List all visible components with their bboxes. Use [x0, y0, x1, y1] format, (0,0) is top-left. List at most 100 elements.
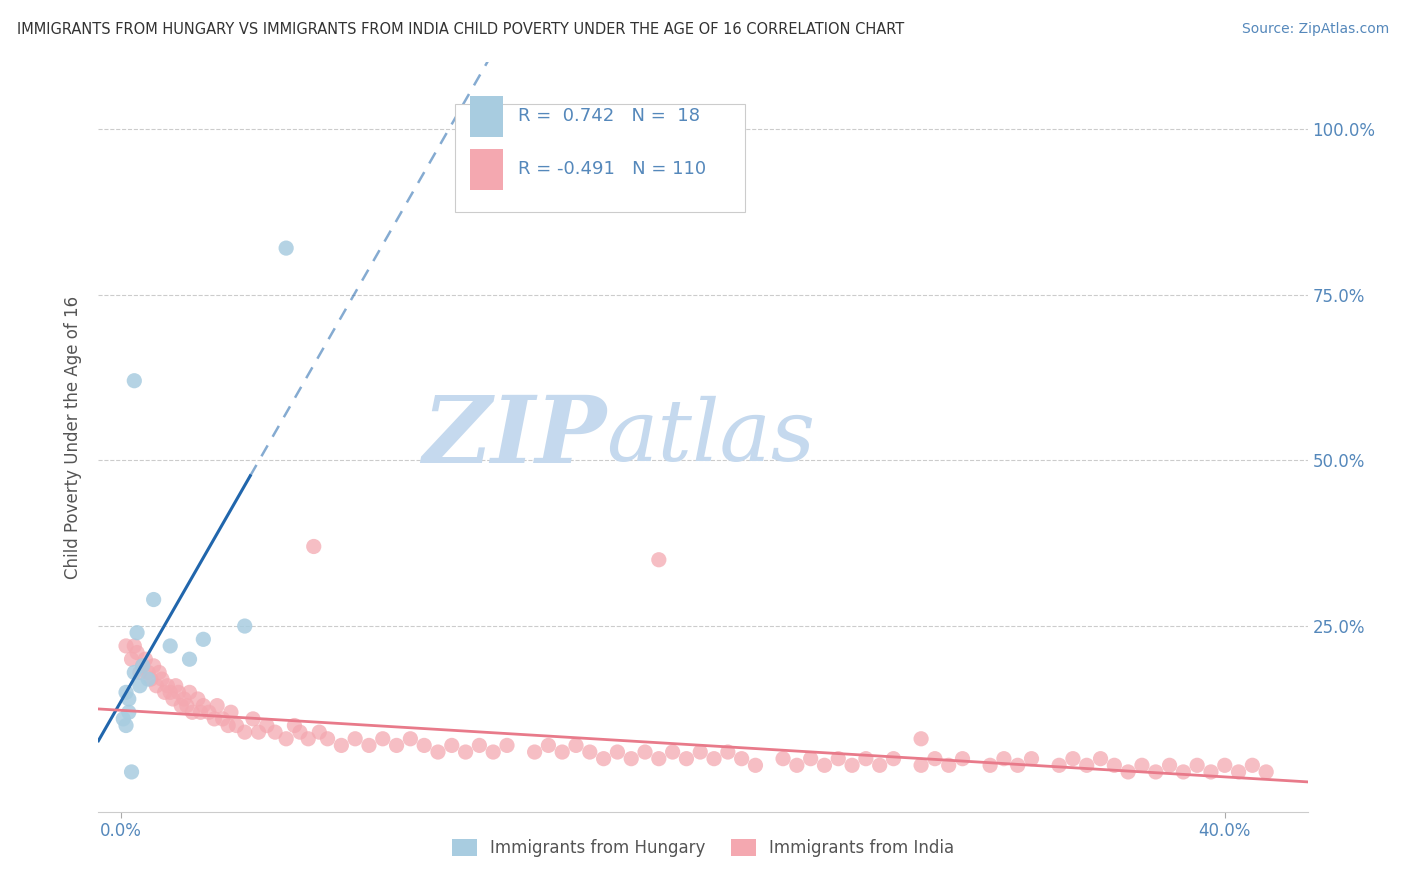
Point [316, 731, 339, 746]
Point [124, 665, 146, 680]
Point [128, 679, 150, 693]
Point [813, 758, 835, 772]
Point [181, 705, 204, 719]
Point [413, 739, 436, 753]
Point [1104, 758, 1126, 772]
Point [179, 685, 201, 699]
Point [136, 665, 159, 680]
Point [187, 692, 209, 706]
Point [211, 712, 233, 726]
Point [125, 646, 148, 660]
Point [330, 739, 353, 753]
Text: R = -0.491   N = 110: R = -0.491 N = 110 [517, 160, 706, 178]
Point [190, 705, 212, 719]
Point [159, 685, 181, 699]
Point [1185, 758, 1208, 772]
Point [308, 725, 330, 739]
Point [118, 705, 141, 719]
Point [1021, 752, 1043, 766]
Point [578, 745, 600, 759]
Point [165, 679, 187, 693]
Point [523, 745, 546, 759]
Point [385, 739, 408, 753]
Point [173, 692, 195, 706]
Point [124, 639, 146, 653]
Point [225, 718, 247, 732]
Point [1090, 752, 1112, 766]
Point [156, 679, 179, 693]
Point [344, 731, 367, 746]
Point [264, 725, 287, 739]
Bar [470, 149, 503, 190]
Point [703, 752, 725, 766]
Point [744, 758, 766, 772]
Point [730, 752, 752, 766]
Point [276, 731, 298, 746]
FancyBboxPatch shape [456, 103, 745, 212]
Point [1130, 758, 1153, 772]
Point [827, 752, 849, 766]
Point [1076, 758, 1098, 772]
Point [198, 705, 221, 719]
Point [910, 731, 932, 746]
Point [1144, 764, 1167, 779]
Point [1173, 764, 1195, 779]
Point [115, 639, 138, 653]
Point [153, 685, 176, 699]
Point [131, 658, 153, 673]
Point [689, 745, 711, 759]
Point [148, 665, 170, 680]
Point [800, 752, 823, 766]
Point [150, 672, 173, 686]
Point [118, 692, 141, 706]
Point [193, 632, 215, 647]
Point [136, 672, 159, 686]
Point [1047, 758, 1070, 772]
Point [427, 745, 450, 759]
Point [606, 745, 628, 759]
Point [1241, 758, 1264, 772]
Point [979, 758, 1001, 772]
Point [869, 758, 891, 772]
Point [882, 752, 904, 766]
Point [115, 685, 138, 699]
Point [440, 739, 463, 753]
Text: ZIP: ZIP [422, 392, 606, 482]
Point [139, 672, 162, 686]
Point [167, 685, 190, 699]
Point [121, 764, 143, 779]
Point [288, 725, 311, 739]
Point [855, 752, 877, 766]
Point [162, 692, 184, 706]
Point [357, 739, 380, 753]
Text: IMMIGRANTS FROM HUNGARY VS IMMIGRANTS FROM INDIA CHILD POVERTY UNDER THE AGE OF : IMMIGRANTS FROM HUNGARY VS IMMIGRANTS FR… [17, 22, 904, 37]
Legend: Immigrants from Hungary, Immigrants from India: Immigrants from Hungary, Immigrants from… [451, 839, 955, 857]
Point [1227, 764, 1250, 779]
Point [371, 731, 394, 746]
Point [124, 374, 146, 388]
Point [1199, 764, 1222, 779]
Point [202, 712, 225, 726]
Point [247, 725, 270, 739]
Point [496, 739, 519, 753]
Point [786, 758, 808, 772]
Point [283, 718, 305, 732]
Point [125, 625, 148, 640]
Point [219, 705, 242, 719]
Point [565, 739, 588, 753]
Point [952, 752, 974, 766]
Point [648, 553, 671, 567]
Point [1159, 758, 1181, 772]
Point [841, 758, 863, 772]
Point [399, 731, 422, 746]
Point [454, 745, 477, 759]
Point [1062, 752, 1084, 766]
Point [1213, 758, 1236, 772]
Point [233, 725, 256, 739]
Point [302, 540, 325, 554]
Point [134, 652, 156, 666]
Point [924, 752, 946, 766]
Point [145, 679, 167, 693]
Point [592, 752, 614, 766]
Point [772, 752, 794, 766]
